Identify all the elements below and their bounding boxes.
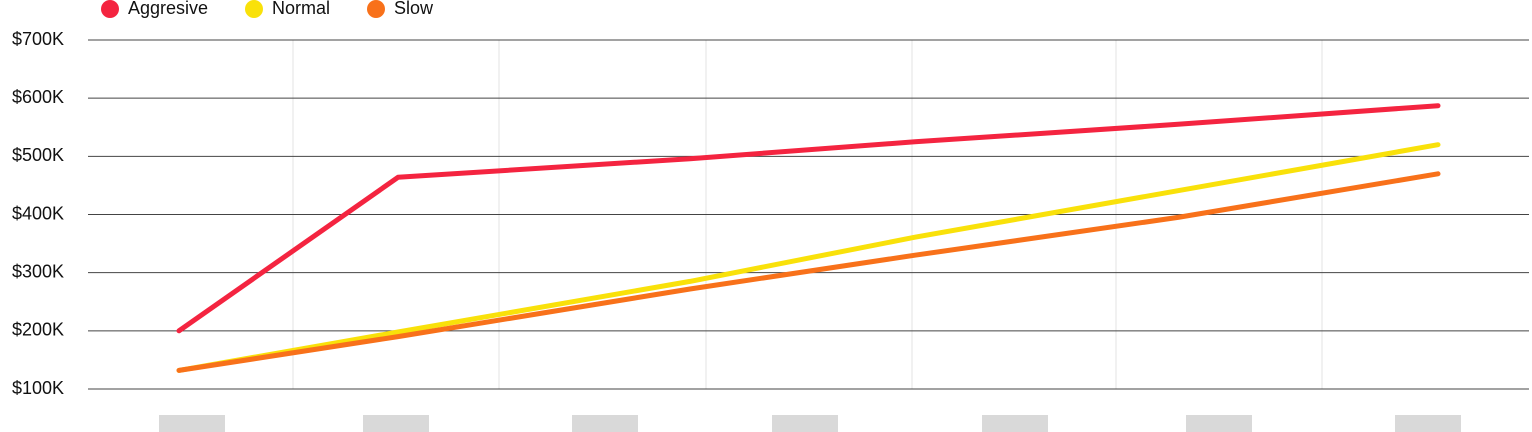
x-tick-label-placeholder [772,415,838,432]
series-line-slow [176,171,1441,373]
y-tick-label: $200K [12,320,64,340]
y-tick-label: $700K [12,29,64,49]
x-tick-label-placeholder [982,415,1048,432]
legend-swatch [101,0,119,18]
legend-item-aggresive: Aggresive [101,0,208,18]
legend: Aggresive Normal Slow [101,0,434,18]
series-line-aggresive [176,103,1441,334]
y-tick-label: $300K [12,261,64,281]
legend-label: Aggresive [128,0,208,18]
x-tick-label-placeholder [1186,415,1252,432]
x-tick-label-placeholder [572,415,638,432]
x-tick-label-placeholder [1395,415,1461,432]
horizontal-grid [88,39,1529,390]
x-axis-tick-placeholders [159,415,1461,432]
legend-label: Normal [272,0,330,18]
legend-swatch [245,0,263,18]
y-tick-label: $400K [12,203,64,223]
y-tick-label: $100K [12,378,64,398]
legend-item-slow: Slow [367,0,434,18]
x-tick-label-placeholder [363,415,429,432]
series-line-normal [176,142,1441,373]
legend-item-normal: Normal [245,0,330,18]
y-axis-ticks: $100K $200K $300K $400K $500K $600K $700K [12,29,64,398]
legend-label: Slow [394,0,434,18]
series-lines [176,103,1441,373]
y-tick-label: $500K [12,145,64,165]
y-tick-label: $600K [12,87,64,107]
x-tick-label-placeholder [159,415,225,432]
legend-swatch [367,0,385,18]
